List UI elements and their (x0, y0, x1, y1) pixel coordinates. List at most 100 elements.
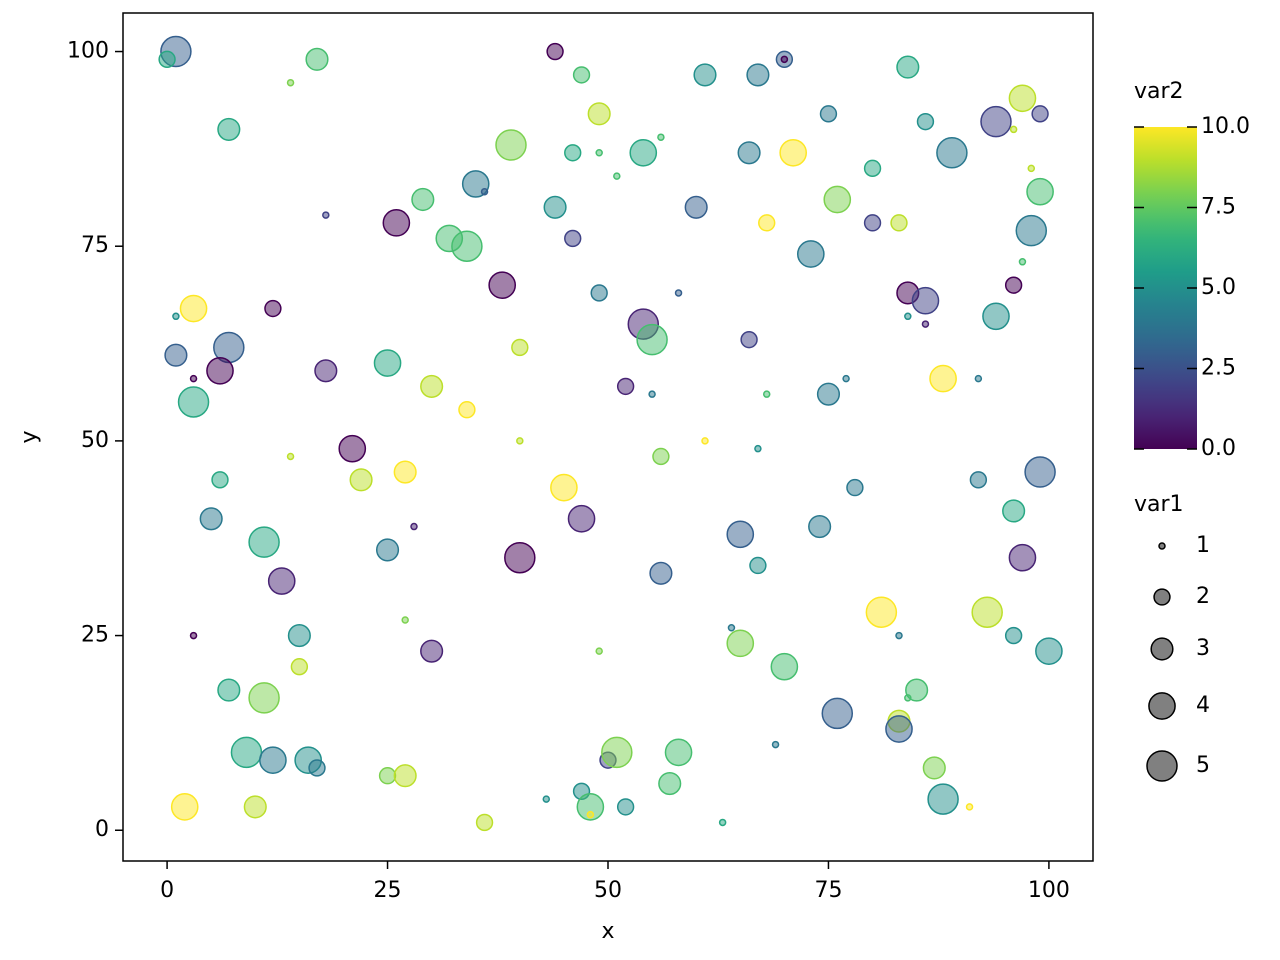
point (504, 541, 536, 574)
point (823, 185, 852, 214)
point (885, 715, 913, 743)
point (648, 390, 656, 398)
point (217, 678, 241, 702)
point (411, 187, 435, 212)
point (652, 447, 670, 466)
point (550, 473, 578, 502)
point (896, 55, 920, 79)
point (1002, 499, 1026, 523)
y-tick-label: 25 (81, 623, 109, 648)
point (1004, 626, 1023, 645)
x-tick-label: 50 (594, 878, 622, 903)
point (770, 652, 799, 681)
point (922, 756, 946, 780)
point (890, 214, 908, 232)
size-legend-label: 2 (1196, 584, 1210, 609)
point (649, 561, 673, 585)
point (982, 302, 1010, 331)
point (211, 471, 229, 489)
y-tick-label: 100 (67, 39, 109, 64)
point (863, 214, 882, 232)
point (287, 624, 311, 648)
point (936, 137, 968, 169)
point (286, 452, 295, 461)
point (495, 129, 527, 161)
point (576, 793, 605, 821)
x-axis-label: x (601, 919, 614, 944)
point (248, 526, 280, 558)
point (378, 767, 397, 785)
point (564, 229, 582, 248)
point (243, 795, 267, 819)
size-legend-label: 3 (1196, 636, 1210, 661)
size-legend-key (1148, 692, 1176, 720)
point (595, 149, 603, 157)
point (458, 401, 476, 419)
point (1027, 164, 1036, 173)
size-legend-label: 5 (1196, 753, 1210, 778)
point (726, 629, 755, 658)
point (1035, 637, 1063, 665)
size-legend-key (1146, 750, 1178, 782)
point (779, 138, 808, 167)
point (382, 209, 411, 237)
point (567, 504, 596, 533)
point (264, 299, 282, 318)
point (158, 50, 176, 69)
point (420, 639, 444, 663)
point (410, 522, 418, 531)
point (230, 736, 263, 769)
point (726, 520, 755, 549)
point (314, 359, 338, 383)
point (305, 47, 329, 71)
point (701, 437, 709, 445)
x-tick-label: 0 (160, 878, 174, 903)
point (595, 647, 603, 655)
point (586, 810, 595, 819)
point (267, 567, 296, 595)
point (974, 374, 983, 383)
point (572, 66, 591, 84)
colorbar-tick-label: 2.5 (1201, 356, 1236, 381)
size-legend-title: var1 (1134, 492, 1184, 517)
point (754, 444, 762, 453)
size-legend-key (1158, 542, 1166, 550)
size-legend-label: 4 (1196, 693, 1210, 718)
point (393, 764, 417, 788)
colorbar-tick-label: 7.5 (1201, 195, 1236, 220)
point (338, 434, 367, 463)
point (189, 374, 198, 383)
point (564, 144, 582, 162)
point (929, 364, 957, 393)
point (170, 793, 199, 821)
point (921, 320, 930, 328)
point (217, 117, 241, 141)
point (177, 386, 210, 418)
point (965, 803, 974, 811)
point (737, 141, 761, 165)
point (863, 159, 882, 178)
point (969, 471, 988, 489)
point (613, 172, 621, 180)
point (616, 798, 635, 816)
point (693, 63, 717, 87)
point (771, 740, 780, 749)
point (189, 631, 198, 640)
point (1018, 258, 1027, 266)
x-tick-label: 25 (374, 878, 402, 903)
point (904, 312, 912, 321)
point (172, 312, 180, 321)
point (980, 105, 1012, 138)
point (248, 682, 280, 714)
point (420, 374, 444, 398)
size-legend-key (1150, 637, 1174, 661)
y-tick-label: 75 (81, 233, 109, 258)
point (971, 596, 1003, 628)
point (164, 343, 188, 367)
point (601, 736, 633, 769)
point (746, 63, 770, 87)
point (865, 596, 898, 628)
point (911, 286, 940, 315)
colorbar-tick-label: 0.0 (1201, 436, 1236, 461)
point (1008, 84, 1037, 113)
